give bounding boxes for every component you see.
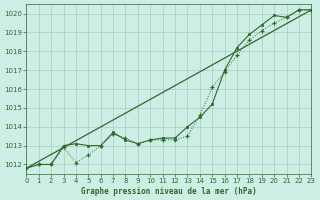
X-axis label: Graphe pression niveau de la mer (hPa): Graphe pression niveau de la mer (hPa) <box>81 187 257 196</box>
